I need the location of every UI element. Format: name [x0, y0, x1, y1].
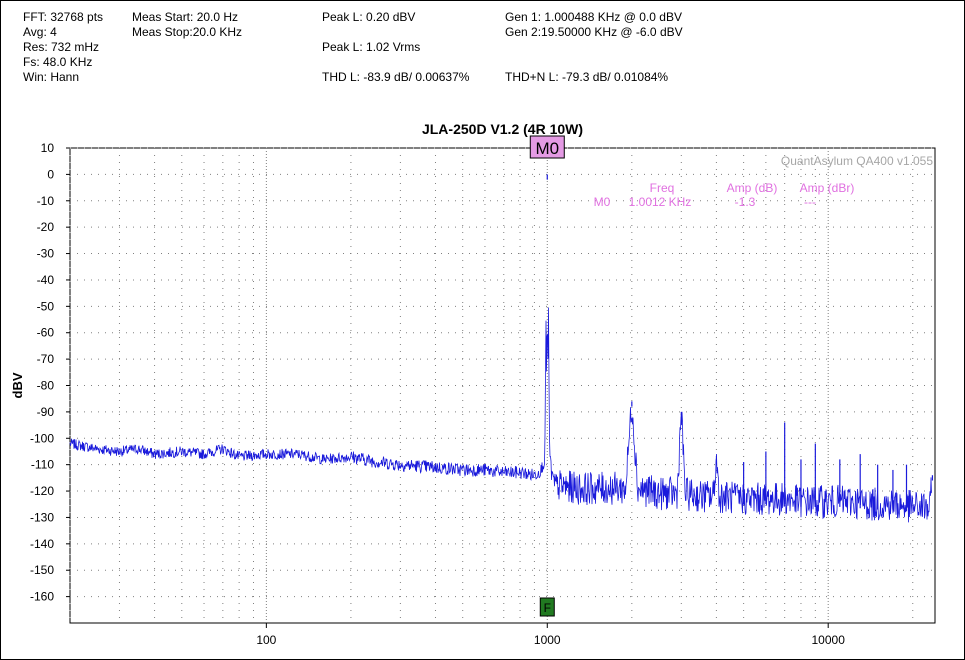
- marker-row-ampr: ---: [804, 195, 816, 209]
- y-tick-label: -80: [37, 379, 55, 393]
- fft-points: FFT: 32768 pts: [23, 10, 104, 24]
- peak-vrms: Peak L: 1.02 Vrms: [322, 40, 421, 54]
- generator-2: Gen 2:19.50000 KHz @ -6.0 dBV: [505, 25, 683, 39]
- thd-plus-noise: THD+N L: -79.3 dB/ 0.01084%: [505, 70, 669, 84]
- meas-stop: Meas Stop:20.0 KHz: [132, 25, 243, 39]
- frequency-flag: [539, 597, 555, 617]
- y-tick-label: -10: [37, 194, 55, 208]
- y-tick-label: -30: [37, 247, 55, 261]
- marker-row-freq: 1.0012 KHz: [629, 195, 692, 209]
- meas-start: Meas Start: 20.0 Hz: [132, 10, 239, 24]
- y-tick-label: -140: [30, 537, 54, 551]
- y-tick-label: -110: [31, 458, 54, 472]
- frequency-flag-label: F: [544, 601, 551, 615]
- y-tick-label: -20: [37, 220, 55, 234]
- x-tick-label: 1000: [534, 633, 561, 647]
- noise-trace: [69, 307, 932, 523]
- y-tick-label: -150: [30, 563, 54, 577]
- y-tick-label: 0: [47, 167, 54, 181]
- x-tick-label: 10000: [812, 633, 846, 647]
- resolution: Res: 732 mHz: [23, 40, 100, 54]
- x-tick-label: 100: [256, 633, 276, 647]
- y-tick-label: -160: [30, 590, 54, 604]
- y-tick-label: -100: [30, 431, 54, 445]
- y-tick-label: -130: [30, 510, 54, 524]
- averages: Avg: 4: [23, 25, 57, 39]
- y-tick-label: -60: [37, 326, 55, 340]
- marker-col-freq: Freq: [650, 181, 675, 195]
- peak-dbv: Peak L: 0.20 dBV: [322, 10, 416, 24]
- y-tick-label: -40: [37, 273, 55, 287]
- generator-1: Gen 1: 1.000488 KHz @ 0.0 dBV: [505, 10, 682, 24]
- marker-row-name: M0: [594, 195, 611, 209]
- y-tick-label: -50: [37, 299, 55, 313]
- y-tick-label: 10: [41, 141, 55, 155]
- marker-row-amp: -1.3: [735, 195, 756, 209]
- y-tick-label: -120: [30, 484, 54, 498]
- sample-rate: Fs: 48.0 KHz: [23, 55, 93, 69]
- chart-title: JLA-250D V1.2 (4R 10W): [422, 121, 583, 137]
- y-tick-label: -90: [37, 405, 55, 419]
- y-axis-label: dBV: [10, 372, 25, 398]
- y-tick-label: -70: [37, 352, 55, 366]
- watermark: QuantAsylum QA400 v1.055: [781, 154, 933, 168]
- marker-col-amp: Amp (dB): [727, 181, 778, 195]
- thd: THD L: -83.9 dB/ 0.00637%: [322, 70, 470, 84]
- marker-m0-box: [529, 135, 565, 159]
- marker-m0-label: M0: [535, 139, 559, 158]
- marker-col-ampr: Amp (dBr): [800, 181, 855, 195]
- window-type: Win: Hann: [23, 70, 80, 84]
